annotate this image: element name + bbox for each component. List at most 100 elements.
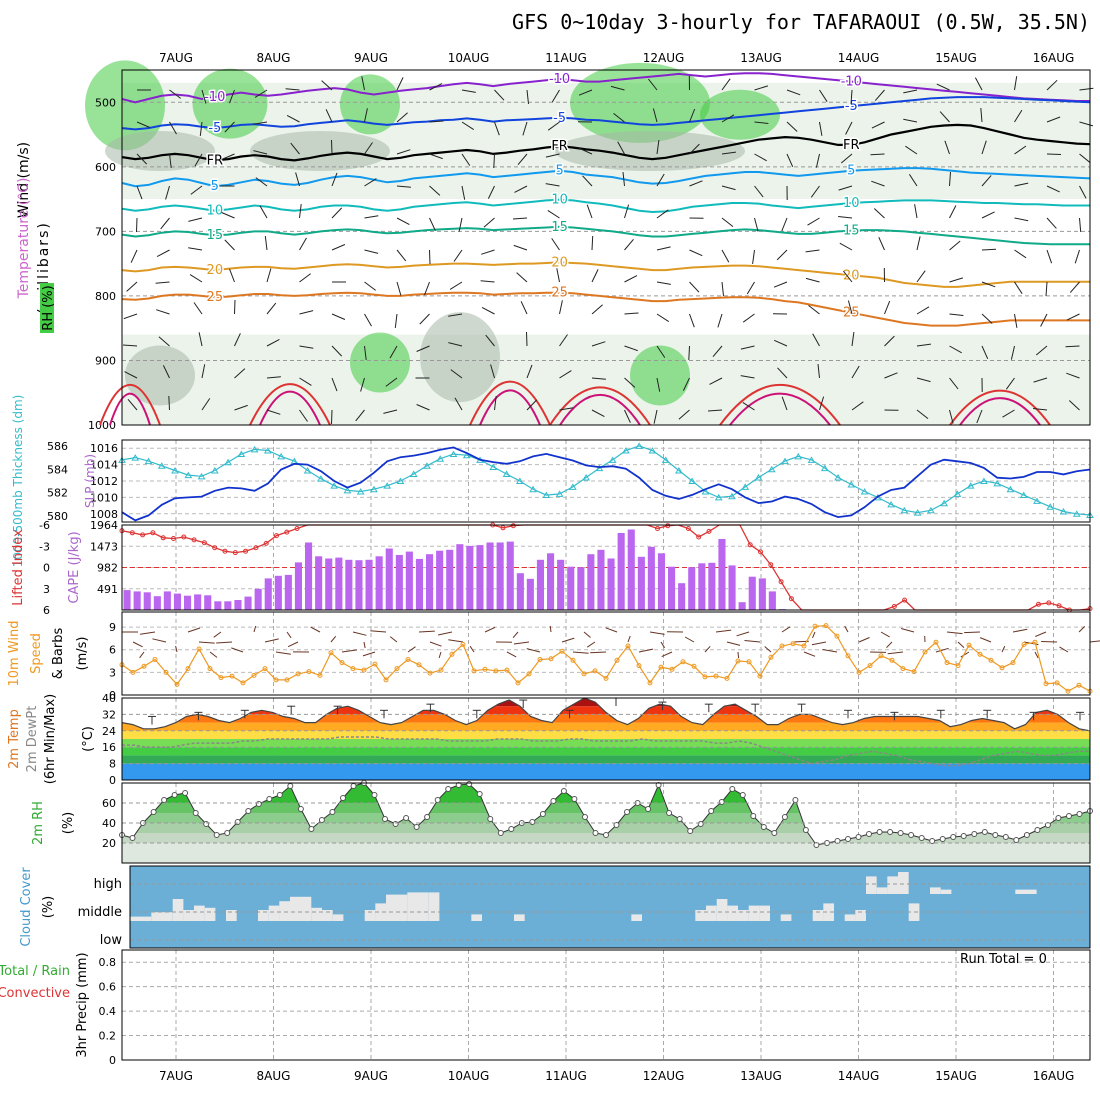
rh2m-band	[122, 803, 1090, 813]
day-label-bottom: 15AUG	[935, 1069, 977, 1083]
wind10m-barb	[216, 642, 232, 643]
cloud-block	[759, 906, 770, 921]
wind10m-barb	[888, 652, 903, 654]
wind10m-barb	[1013, 629, 1027, 632]
cape-bar	[487, 543, 494, 611]
wind10m-barb	[685, 637, 694, 642]
rh2m-point	[193, 811, 198, 816]
cloud-block	[749, 906, 760, 921]
pressure-tick-label: 700	[95, 225, 116, 238]
cloud-axis-label: Cloud Cover	[19, 867, 34, 947]
wind10m-barb	[901, 629, 914, 633]
cape-bar	[446, 550, 453, 610]
rh2m-point	[1077, 812, 1082, 817]
rh2m-point	[856, 835, 861, 840]
wind-barb	[527, 332, 528, 346]
day-label-top: 14AUG	[838, 51, 880, 65]
temp-tick-label: 32	[102, 708, 116, 721]
cloud-block	[386, 895, 407, 921]
rh2m-point	[414, 825, 419, 830]
li-axis-label: Lifted Index	[11, 529, 26, 606]
wind-barb	[592, 236, 593, 250]
rh2m-point	[919, 836, 924, 841]
rh2m-point	[719, 800, 724, 805]
cape-bar	[234, 600, 241, 610]
wind10m-barb	[311, 627, 320, 632]
cape-bar	[396, 555, 403, 610]
wind-axis-label: (m/s)	[75, 637, 90, 671]
wind-axis-label: Speed	[29, 633, 44, 674]
legend-rh: RH (%)	[41, 285, 56, 330]
day-label-top: 9AUG	[354, 51, 388, 65]
cape-bar	[285, 575, 292, 610]
temperature-band	[122, 698, 1090, 706]
rh2m-point	[1056, 816, 1061, 821]
wind-barb	[1066, 346, 1080, 347]
wind10m-barb	[419, 631, 435, 632]
cape-bar	[305, 543, 312, 611]
rh2m-point	[309, 827, 314, 832]
cloud-block	[1015, 890, 1036, 894]
day-label-bottom: 7AUG	[159, 1069, 193, 1083]
rh2m-point	[740, 793, 745, 798]
rh2m-point	[1067, 814, 1072, 819]
wind10m-barb	[140, 632, 155, 634]
wind10m-barb	[176, 646, 177, 652]
cape-bar	[386, 549, 393, 611]
wind10m-barb	[716, 630, 731, 632]
precip-axis-label: 3hr Precip (mm)	[75, 952, 90, 1057]
cape-bar	[698, 563, 705, 610]
cloud-block	[866, 876, 877, 894]
rh2m-point	[572, 797, 577, 802]
rh2m-point	[509, 827, 514, 832]
day-label-bottom: 14AUG	[838, 1069, 880, 1083]
temperature-band	[122, 714, 1090, 722]
cape-bar	[567, 567, 574, 610]
rh2m-point	[698, 822, 703, 827]
wind10m-barb	[958, 642, 964, 648]
rh2m-point	[625, 810, 630, 815]
slp-line	[122, 447, 1090, 520]
rh2m-point	[993, 833, 998, 838]
panel-frame	[122, 950, 1090, 1060]
li-tick-label: 3	[43, 583, 50, 596]
wind-barb	[871, 154, 885, 155]
rh2m-point	[1014, 838, 1019, 843]
wind-tick-label: 6	[109, 644, 116, 657]
cape-bar	[557, 560, 564, 610]
wind10m-barb	[1002, 646, 1005, 652]
rh2m-point	[235, 820, 240, 825]
cape-bar	[658, 553, 665, 610]
rh2m-tick-label: 40	[102, 817, 116, 830]
cape-tick-label: 982	[97, 562, 118, 575]
cloud-tick-label: low	[100, 933, 123, 948]
rh2m-point	[172, 793, 177, 798]
isotherm-label: 5	[555, 164, 563, 179]
cloud-block	[311, 908, 322, 921]
rh2m-point	[435, 798, 440, 803]
wind10m-barb	[947, 632, 963, 634]
rh-shading	[85, 60, 1090, 425]
wind-barb	[235, 300, 236, 314]
thickness-line	[122, 446, 1090, 515]
cape-bar	[144, 592, 151, 610]
cape-bar	[124, 590, 131, 610]
temp-tick-label: 24	[102, 725, 116, 738]
rh2m-point	[898, 831, 903, 836]
wind-speed-line	[122, 626, 1090, 692]
cloud-block	[173, 899, 184, 921]
cloud-tick-label: middle	[78, 905, 122, 920]
cape-bar	[628, 530, 635, 611]
cape-bar	[345, 560, 352, 610]
cloud-block	[130, 917, 151, 921]
wind10m-barb	[514, 642, 529, 644]
cape-tick-label: 1964	[90, 519, 118, 532]
li-tick-label: -6	[39, 519, 50, 532]
isotherm-label: FR	[207, 153, 224, 168]
wind10m-barb	[276, 652, 291, 654]
wind10m-barb	[587, 642, 595, 647]
cape-bar	[224, 601, 231, 610]
wind10m-barb	[1041, 642, 1057, 643]
cape-tick-label: 491	[97, 583, 118, 596]
